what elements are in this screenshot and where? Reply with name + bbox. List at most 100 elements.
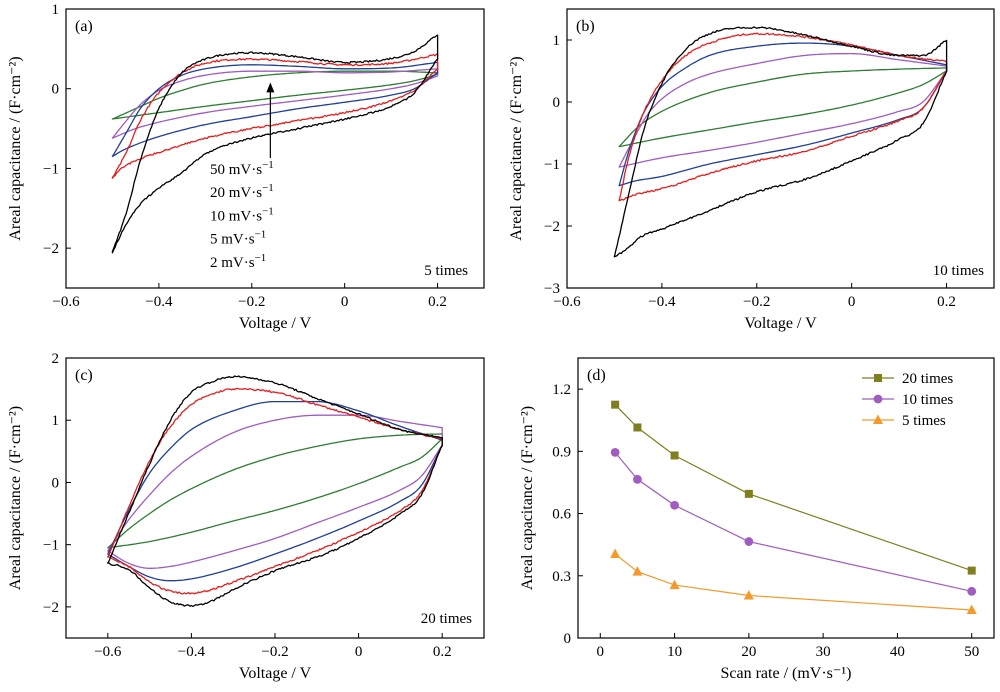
cv-curve-1 [613, 26, 948, 258]
cv-curve-1 [111, 34, 439, 254]
x-tick-label: 0 [848, 294, 856, 310]
data-point [670, 500, 679, 510]
x-tick-label: −0.6 [94, 644, 122, 660]
x-tick-label: 0.2 [428, 294, 447, 310]
x-tick-label: −0.4 [648, 294, 676, 310]
x-tick-label: −0.6 [52, 294, 80, 310]
x-tick-label: 20 [741, 644, 756, 660]
plot-frame [577, 357, 995, 639]
y-tick-label: 0 [564, 631, 572, 647]
x-tick-label: 0.2 [433, 644, 452, 660]
y-tick-label: 1 [553, 33, 561, 49]
panel-label: (c) [75, 367, 93, 384]
data-point [874, 374, 882, 382]
panel-label: (d) [587, 367, 606, 384]
data-point [610, 548, 621, 558]
panel-d: 0 10 20 30 40 50 0 0.3 0.6 0.9 1.2 (d) Scan rate / (… [519, 357, 995, 682]
y-tick-label: −2 [43, 241, 59, 257]
x-axis-label: Voltage / V [239, 665, 312, 682]
x-tick-label: 0.2 [937, 294, 956, 310]
data-point [670, 451, 679, 460]
x-tick-label: −0.4 [145, 294, 173, 310]
y-tick-label: 0 [52, 475, 60, 491]
x-tick-label: 0 [341, 294, 349, 310]
data-point [966, 604, 977, 614]
x-tick-label: 0 [355, 644, 363, 660]
x-tick-label: 0 [597, 644, 605, 660]
data-point [610, 447, 620, 457]
data-point [632, 566, 643, 576]
scan-rate-label: 5 mV·s−1 [210, 229, 266, 248]
cv-curve-2 [111, 53, 439, 179]
data-point [967, 586, 977, 596]
series-10-times [610, 447, 977, 596]
cv-curve-4 [107, 414, 443, 569]
legend-item: 20 times [862, 371, 953, 387]
data-point [633, 474, 642, 484]
cv-curve-5 [107, 433, 443, 549]
y-tick-label: 1 [52, 413, 60, 429]
plot-frame [65, 8, 485, 289]
scan-rate-label: 2 mV·s−1 [210, 252, 266, 271]
x-tick-label: 50 [964, 644, 979, 660]
data-point [633, 423, 642, 432]
y-tick-label: −1 [43, 538, 59, 554]
cv-curves [111, 34, 439, 254]
x-tick-label: 10 [667, 644, 682, 660]
cycle-annotation: 20 times [421, 611, 472, 627]
panel-c: −0.6 −0.4 −0.2 0 0.2 −2 −1 0 1 2 (c) Voltage / V Are… [7, 351, 485, 682]
cv-curves [613, 26, 948, 258]
cv-curve-3 [111, 61, 439, 158]
y-tick-label: −2 [43, 600, 59, 616]
series-line [614, 553, 972, 611]
y-tick-label: 0 [553, 95, 561, 111]
cv-curves [107, 375, 443, 608]
x-tick-label: −0.4 [178, 644, 206, 660]
panel-a: −0.6 −0.4 −0.2 0 0.2 −2 −1 0 1 (a) Voltage / V Area… [7, 2, 485, 332]
y-tick-label: 2 [52, 351, 60, 367]
series-line [614, 404, 972, 572]
cv-curve-1 [107, 375, 443, 608]
legend-item: 5 times [862, 413, 946, 429]
cycle-annotation: 10 times [933, 263, 984, 279]
legend-label: 10 times [902, 392, 953, 408]
x-tick-label: −0.6 [553, 294, 581, 310]
x-axis-label: Scan rate / (mV·s⁻¹) [721, 665, 852, 682]
cv-curve-3 [618, 42, 948, 187]
series-20-times [611, 400, 976, 575]
scan-rate-label: 20 mV·s−1 [210, 182, 274, 201]
x-tick-label: −0.2 [261, 644, 288, 660]
y-axis-label: Areal capacitance / (F·cm⁻²) [519, 406, 536, 590]
data-point [873, 414, 883, 424]
data-point [669, 579, 680, 590]
data-point [873, 394, 883, 404]
panel-label: (b) [576, 18, 595, 35]
legend: 20 times 10 times 5 times [862, 371, 953, 429]
panel-b: −0.6 −0.4 −0.2 0 0.2 −3 −2 −1 0 1 (b) Voltage / V Ar… [508, 8, 995, 332]
x-tick-label: 30 [816, 644, 831, 660]
y-tick-label: 0.9 [552, 444, 571, 460]
x-axis-label: Voltage / V [239, 315, 312, 332]
scan-rate-label: 10 mV·s−1 [210, 205, 274, 224]
y-tick-label: −2 [544, 219, 560, 235]
y-axis-label: Areal capacitance / (F·cm⁻²) [7, 56, 24, 240]
panel-label: (a) [75, 18, 93, 35]
plot-frame [566, 8, 995, 289]
y-tick-label: −1 [43, 161, 59, 177]
data-point [967, 566, 976, 575]
series-5-times [610, 548, 977, 614]
y-tick-label: 0.3 [552, 569, 571, 585]
y-tick-label: −1 [544, 157, 560, 173]
plot-frame [65, 357, 485, 639]
y-axis-label: Areal capacitance / (F·cm⁻²) [7, 406, 24, 590]
y-tick-label: 1 [52, 2, 60, 18]
cycle-annotation: 5 times [424, 263, 468, 279]
data-point [744, 489, 753, 498]
x-tick-label: 40 [890, 644, 905, 660]
cv-curve-3 [107, 400, 443, 582]
data-point [744, 537, 754, 546]
legend-label: 5 times [902, 413, 946, 429]
legend-label: 20 times [902, 371, 953, 387]
y-tick-label: −3 [544, 281, 560, 297]
